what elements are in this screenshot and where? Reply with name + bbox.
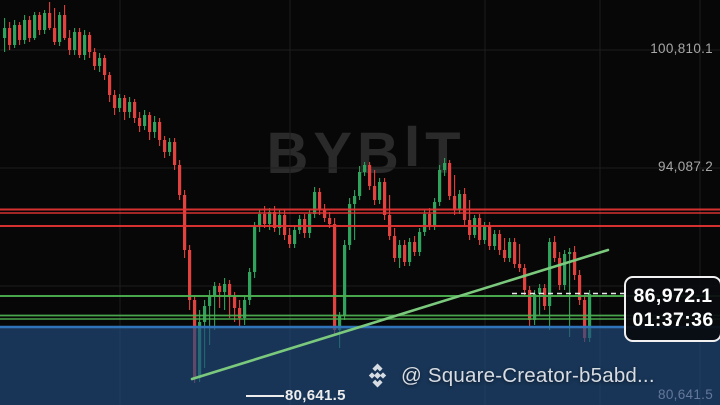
- horizontal-levels-layer: [0, 208, 720, 320]
- bybit-watermark: BYBIT: [266, 114, 466, 186]
- last-price-tag: 86,972.1 01:37:36: [624, 276, 720, 342]
- low-price-tick-line: [246, 395, 284, 397]
- candle-countdown: 01:37:36: [632, 309, 714, 331]
- price-axis-label: 94,087.2: [658, 159, 713, 174]
- creator-watermark-overlay: @ Square-Creator-b5abd...: [363, 361, 655, 390]
- last-price-value: 86,972.1: [633, 285, 713, 308]
- price-axis-label: 100,810.1: [650, 41, 713, 56]
- binance-diamond-icon: [368, 363, 387, 388]
- creator-handle-text: @ Square-Creator-b5abd...: [401, 363, 655, 387]
- demand-zone-layer: [0, 325, 720, 405]
- price-axis-label: 80,641.5: [658, 387, 713, 402]
- low-price-label: 80,641.5: [285, 387, 346, 404]
- trendline-layer: [190, 248, 610, 381]
